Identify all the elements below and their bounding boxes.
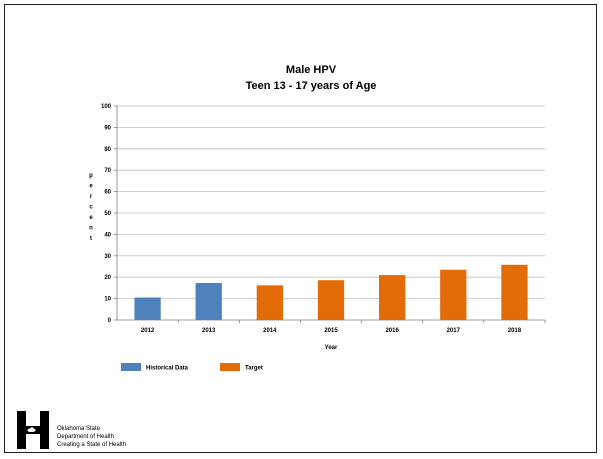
bar-2018	[501, 264, 528, 320]
legend-label: Historical Data	[146, 366, 189, 372]
axes	[116, 106, 545, 321]
x-tick-label: 2018	[508, 328, 522, 334]
y-tick-label: 60	[104, 190, 111, 196]
y-tick-label: 0	[108, 318, 112, 324]
slide: Male HPV Teen 13 - 17 years of Age 0 10 20…	[4, 4, 597, 453]
bars	[134, 264, 528, 320]
logo-text: Oklahoma State Department of Health Crea…	[57, 425, 126, 449]
bar-2016	[378, 275, 406, 320]
y-tick-label: 70	[104, 168, 111, 174]
bar-2017	[440, 269, 467, 320]
y-axis-label-letter: e	[89, 184, 93, 190]
x-tick-label: 2017	[447, 328, 461, 334]
y-axis-ticks: 0 10 20 30 40 50 60 70 80 90 100	[101, 104, 117, 324]
legend-swatch	[121, 363, 141, 371]
y-tick-label: 80	[104, 147, 111, 153]
y-tick-label: 20	[104, 275, 111, 281]
logo-line-3: Creating a State of Health	[57, 442, 127, 448]
x-tick-label: 2016	[385, 328, 399, 334]
y-tick-label: 100	[101, 104, 112, 110]
y-tick-label: 10	[104, 297, 111, 303]
osdh-logo: Oklahoma State Department of Health Crea…	[15, 409, 165, 454]
legend-label: Target	[245, 366, 263, 372]
y-tick-label: 40	[104, 232, 111, 238]
chart-title: Male HPV	[286, 64, 337, 76]
x-tick-label: 2015	[324, 328, 338, 334]
y-axis-label-letter: n	[89, 226, 93, 232]
legend-swatch	[220, 363, 240, 371]
bar-2015	[317, 280, 345, 320]
y-axis-label-letter: e	[89, 215, 93, 221]
chart-subtitle: Teen 13 - 17 years of Age	[246, 80, 377, 92]
bar-2012	[134, 297, 161, 320]
y-tick-label: 30	[104, 254, 111, 260]
y-axis-label-letter: t	[90, 236, 92, 242]
y-axis-label-letter: r	[90, 194, 93, 200]
x-tick-label: 2013	[202, 328, 216, 334]
x-axis-label: Year	[325, 345, 338, 351]
gridlines	[117, 105, 545, 300]
x-axis-ticks: 2012 2013 2014 2015 2016 2017 2018	[141, 320, 546, 334]
legend: Historical Data Target	[121, 363, 263, 372]
chart: Male HPV Teen 13 - 17 years of Age 0 10 20…	[89, 64, 546, 372]
bar-2014	[256, 285, 284, 320]
y-tick-label: 90	[104, 125, 111, 131]
x-tick-label: 2012	[141, 328, 155, 334]
y-tick-label: 50	[104, 211, 111, 217]
logo-line-1: Oklahoma State	[57, 426, 101, 432]
y-axis-label-letter: c	[89, 205, 93, 211]
oklahoma-logo-icon	[17, 411, 49, 449]
bar-2013	[195, 282, 222, 320]
y-axis-label-letter: p	[89, 173, 93, 179]
logo-line-2: Department of Health	[57, 434, 115, 440]
x-tick-label: 2014	[263, 328, 277, 334]
